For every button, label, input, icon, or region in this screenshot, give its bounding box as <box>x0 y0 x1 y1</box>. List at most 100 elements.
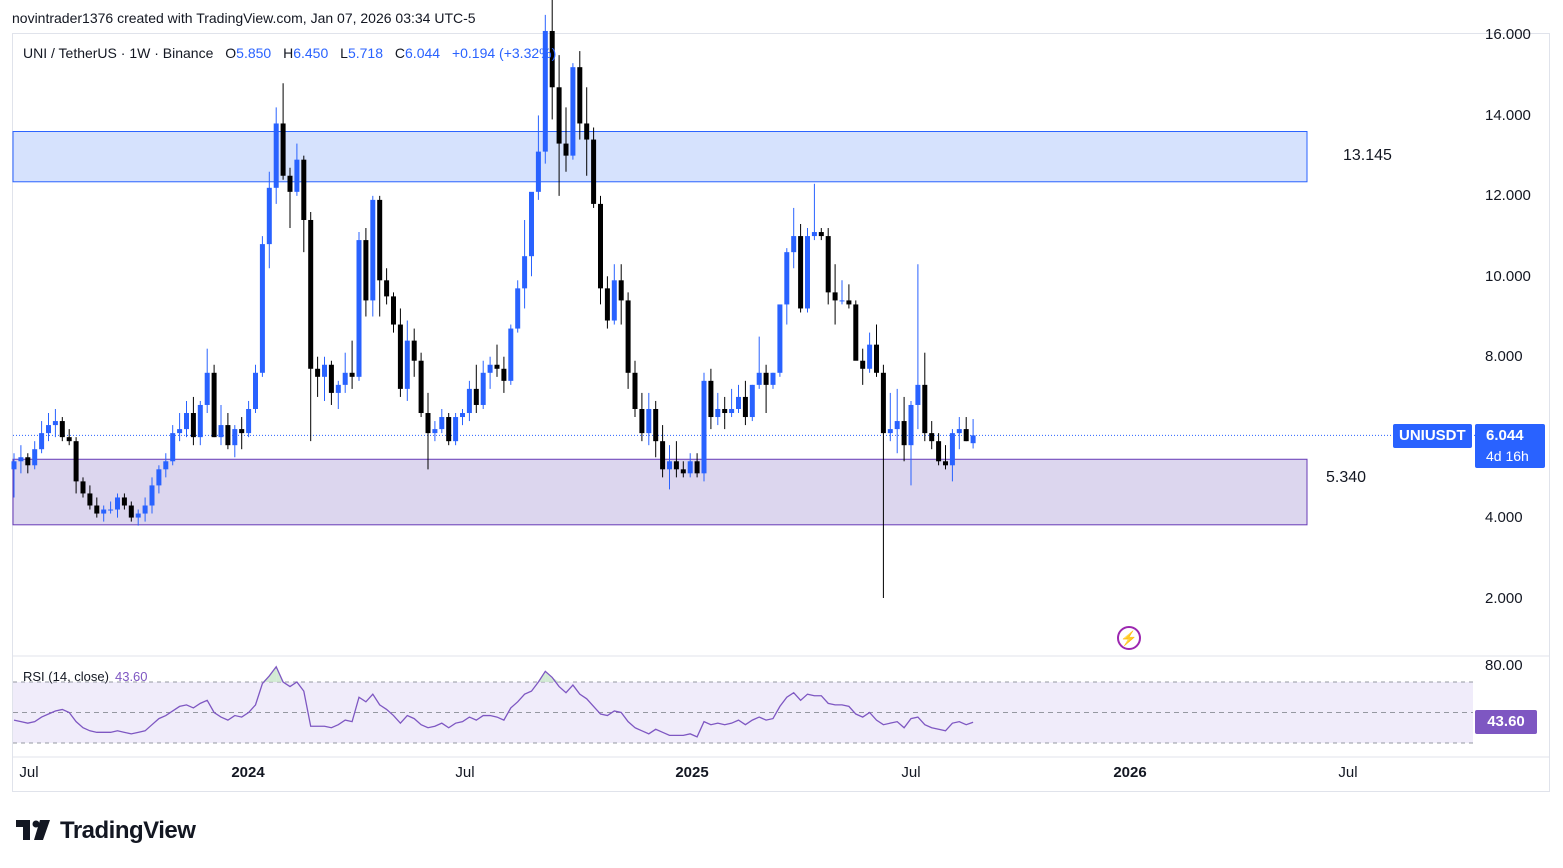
candle-body <box>805 236 810 309</box>
x-axis-tick: Jul <box>901 764 921 781</box>
candle-body <box>335 384 341 393</box>
low-label: L <box>340 45 348 61</box>
candle-body <box>342 372 348 385</box>
candle-body <box>839 300 845 302</box>
ohlc-legend: UNI / TetherUS · 1W · Binance O5.850 H6.… <box>23 45 556 61</box>
candle-body <box>660 441 666 470</box>
candle-body <box>887 429 893 434</box>
candle-body <box>584 123 590 140</box>
tradingview-logo[interactable]: TradingView <box>16 817 196 845</box>
candle-body <box>163 461 169 470</box>
candle-body <box>653 408 659 442</box>
candle-body <box>121 497 127 506</box>
candle-body <box>749 384 755 418</box>
candle-body <box>625 300 631 373</box>
candle-body <box>273 123 279 188</box>
candle-body <box>177 429 183 434</box>
symbol-label[interactable]: UNI / TetherUS · 1W · Binance <box>23 45 214 61</box>
candle-body <box>18 457 24 462</box>
candle-body <box>956 429 962 434</box>
candle-body <box>894 421 900 430</box>
symbol-price-tag: UNIUSDT <box>1393 424 1472 448</box>
candle-body <box>480 372 486 405</box>
bar-countdown: 4d 16h <box>1486 448 1529 464</box>
change-value: +0.194 (+3.32%) <box>451 45 557 61</box>
candle-body <box>322 364 327 377</box>
y-axis-tick: 16.000 <box>1485 26 1531 43</box>
candle-body <box>46 425 51 434</box>
candle-body <box>432 429 438 434</box>
candle-body <box>729 408 735 414</box>
candle-body <box>39 433 45 450</box>
rsi-name[interactable]: RSI (14, close) <box>23 669 109 684</box>
candle-body <box>715 408 721 418</box>
candle-body <box>736 396 741 409</box>
lightning-alert-icon[interactable]: ⚡ <box>1117 626 1141 650</box>
close-label: C <box>394 45 406 61</box>
candle-body <box>963 429 969 442</box>
x-axis-tick: Jul <box>455 764 475 781</box>
candle-body <box>818 232 824 237</box>
tradingview-wordmark: TradingView <box>60 817 196 844</box>
candle-body <box>577 67 583 124</box>
candle-body <box>52 421 58 426</box>
candle-body <box>701 380 707 474</box>
y-axis-tick: 4.000 <box>1485 509 1523 526</box>
current-price-value: 6.044 <box>1486 427 1524 444</box>
candle-body <box>128 505 134 518</box>
candle-body <box>922 384 928 434</box>
upper-resistance-zone <box>12 131 1308 183</box>
candle-body <box>411 340 417 361</box>
candle-body <box>784 252 790 305</box>
candle-body <box>853 304 859 361</box>
candle-body <box>170 433 176 462</box>
candle-body <box>687 461 693 474</box>
candle-body <box>508 328 514 381</box>
candle-body <box>604 288 610 321</box>
candle-body <box>73 441 79 482</box>
candle-body <box>970 435 976 444</box>
x-axis-tick: 2024 <box>231 764 265 781</box>
candle-body <box>391 296 396 325</box>
candle-body <box>867 344 873 369</box>
candle-body <box>646 408 652 434</box>
candle-body <box>473 388 479 405</box>
candle-body <box>466 388 472 414</box>
candle-body <box>259 244 265 373</box>
candle-body <box>639 408 645 434</box>
candle-body <box>349 372 355 377</box>
candle-body <box>570 67 576 156</box>
candle-body <box>32 449 38 466</box>
open-value: 5.850 <box>236 45 272 61</box>
candle-body <box>901 421 907 446</box>
candle-body <box>825 236 831 293</box>
y-axis-tick: 10.000 <box>1485 268 1531 285</box>
upper-zone-label: 13.145 <box>1343 147 1392 164</box>
candle-body <box>94 505 100 514</box>
rsi-legend-value: 43.60 <box>114 669 148 684</box>
candle-body <box>328 364 334 393</box>
y-axis-tick: 8.000 <box>1485 348 1523 365</box>
candle-body <box>218 425 224 438</box>
candle-body <box>156 469 162 486</box>
candle-body <box>66 437 72 442</box>
candle-body <box>453 417 459 442</box>
candle-body <box>832 292 838 301</box>
candle-body <box>549 30 555 88</box>
candle-body <box>204 372 210 405</box>
x-axis-tick: 2026 <box>1113 764 1147 781</box>
candle-body <box>460 413 465 418</box>
zones-layer <box>12 131 1308 526</box>
candle-body <box>763 372 769 385</box>
candle-body <box>846 300 852 305</box>
x-axis-tick: Jul <box>1338 764 1358 781</box>
candle-body <box>115 497 120 510</box>
candle-body <box>598 203 603 289</box>
candle-body <box>798 236 804 309</box>
candle-body <box>25 457 31 466</box>
candle-body <box>522 256 528 289</box>
candle-body <box>108 509 114 511</box>
candle-body <box>811 232 817 237</box>
current-price-box: 6.044 4d 16h <box>1475 424 1545 468</box>
